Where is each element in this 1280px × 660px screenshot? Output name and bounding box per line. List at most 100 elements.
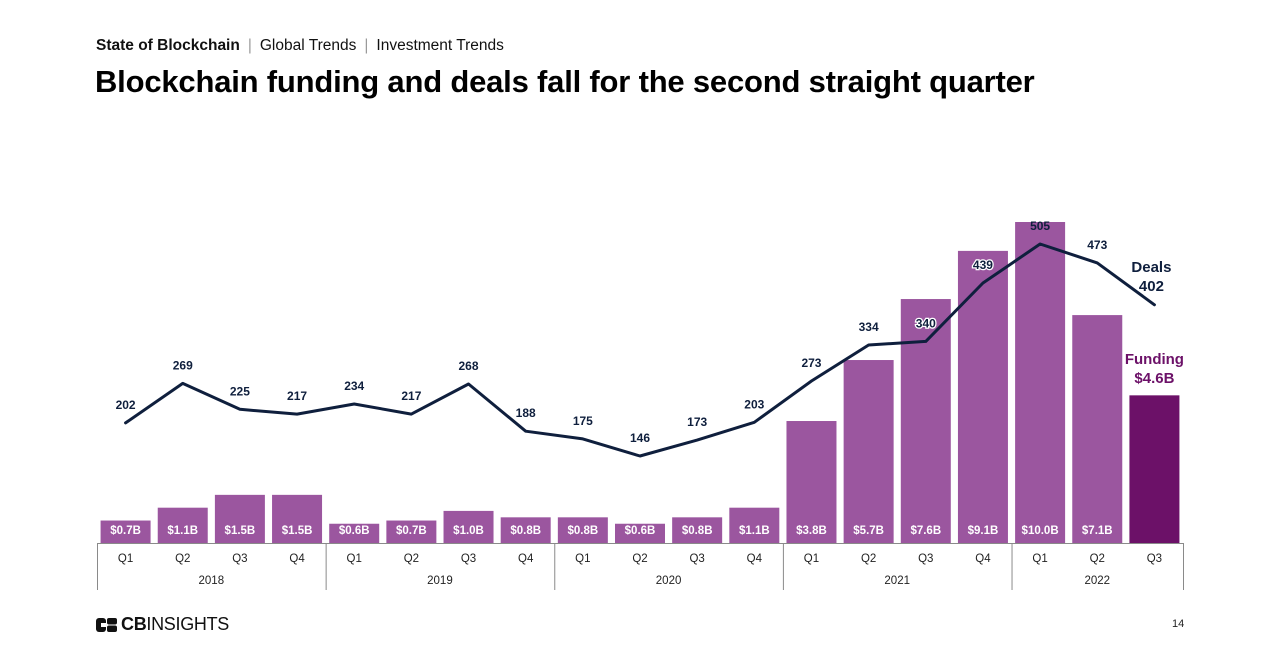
deals-data-label: 273 — [801, 356, 821, 370]
funding-bar — [500, 517, 551, 543]
deals-data-label: 439 — [973, 258, 993, 272]
breadcrumb-item-state-of-blockchain: State of Blockchain — [96, 37, 240, 54]
x-tick-label: Q1 — [347, 553, 362, 565]
x-tick-label: Q2 — [175, 553, 190, 565]
funding-bar-label: $10.0B — [1022, 525, 1059, 537]
deals-data-label: 173 — [687, 415, 707, 429]
funding-bar — [157, 507, 208, 543]
funding-bar-label: $0.7B — [110, 525, 141, 537]
deals-line-path — [124, 242, 1156, 458]
deals-data-label: 334 — [859, 320, 879, 334]
funding-bar-label: $0.8B — [682, 525, 713, 537]
x-tick-label: Q1 — [118, 553, 133, 565]
x-tick-label: Q3 — [232, 553, 247, 565]
x-tick-label: Q1 — [575, 553, 590, 565]
x-tick-label: Q3 — [1147, 553, 1162, 565]
funding-bar-label: $1.0B — [453, 525, 484, 537]
x-tick-label: Q2 — [861, 553, 876, 565]
funding-bars — [100, 222, 1180, 543]
breadcrumb-item-global-trends: Global Trends — [259, 37, 357, 54]
funding-bar — [900, 299, 951, 543]
funding-bar — [443, 510, 494, 543]
funding-series-name: Funding — [1125, 351, 1184, 368]
funding-bar — [272, 494, 323, 543]
funding-bar — [1015, 222, 1066, 543]
deals-line — [124, 242, 1156, 458]
funding-bar — [957, 250, 1008, 543]
x-axis: Q1 Q2 Q3 Q4 Q1 Q2 Q3 Q4 Q1 Q2 Q3 Q4 Q1 Q2 Q3 Q4 Q1 Q2 Q3 20… — [97, 543, 1184, 590]
funding-bar — [386, 520, 437, 543]
x-tick-label: Q3 — [918, 553, 933, 565]
year-label: 2020 — [656, 575, 682, 587]
x-tick-label: Q4 — [518, 553, 534, 565]
funding-bar — [1129, 395, 1180, 543]
x-tick-label: Q3 — [461, 553, 476, 565]
funding-bar — [100, 520, 151, 543]
funding-bar-label: $1.5B — [282, 525, 313, 537]
deals-data-label: 473 — [1087, 238, 1107, 252]
deals-data-label: 146 — [630, 431, 650, 445]
deals-data-label: 269 — [173, 358, 193, 372]
funding-bar-label: $1.5B — [225, 525, 256, 537]
funding-deals-chart: $0.7B $1.1B $1.5B $1.5B $0.6B $0.7B $1.0B $0.8B… — [97, 219, 1184, 590]
logo-text-light: INSIGHTS — [146, 614, 230, 634]
deals-data-label: 175 — [573, 414, 593, 428]
cb-insights-logo-icon — [96, 617, 117, 632]
x-tick-label: Q2 — [632, 553, 647, 565]
funding-bar-label: $0.7B — [396, 525, 427, 537]
deals-latest-value: 402 — [1139, 278, 1164, 295]
deals-data-label: 217 — [401, 389, 421, 403]
funding-bar — [615, 523, 665, 543]
funding-bar — [672, 517, 723, 543]
breadcrumb-item-investment-trends: Investment Trends — [376, 37, 504, 54]
funding-bar-labels: $0.7B $1.1B $1.5B $1.5B $0.6B $0.7B $1.0B $0.8B… — [110, 525, 1112, 537]
logo-text-bold: CB — [121, 614, 147, 634]
deals-data-label: 225 — [230, 384, 250, 398]
deals-data-label: 268 — [459, 359, 479, 373]
funding-bar-label: $0.6B — [339, 525, 370, 537]
x-tick-label: Q2 — [404, 553, 419, 565]
deals-series-name: Deals — [1131, 259, 1171, 276]
deals-data-label: 188 — [516, 406, 536, 420]
x-tick-label: Q1 — [1032, 553, 1047, 565]
funding-bar-label: $7.6B — [910, 525, 941, 537]
series-annotations: Deals 402 Funding $4.6B — [1125, 259, 1184, 387]
funding-bar — [1072, 315, 1123, 543]
x-tick-label: Q2 — [1090, 553, 1105, 565]
funding-bar-label: $5.7B — [853, 525, 884, 537]
funding-bar — [786, 421, 837, 543]
funding-bar — [729, 507, 780, 543]
page-number: 14 — [1172, 618, 1185, 630]
page-title: Blockchain funding and deals fall for th… — [95, 64, 1035, 99]
year-label: 2021 — [884, 575, 910, 587]
funding-bar — [329, 523, 380, 543]
deals-data-label: 217 — [287, 389, 307, 403]
year-label: 2019 — [427, 575, 453, 587]
x-tick-label: Q4 — [975, 553, 991, 565]
deals-data-label: 234 — [344, 379, 364, 393]
breadcrumb-separator: | — [364, 37, 369, 54]
x-tick-label: Q4 — [747, 553, 763, 565]
funding-bar-label: $3.8B — [796, 525, 827, 537]
funding-bar-label: $1.1B — [739, 525, 770, 537]
breadcrumb: State of Blockchain | Global Trends | Invest… — [96, 37, 504, 55]
deals-labels: 202 269 225 217 234 217 268 188 175 146 173 203 273 3… — [116, 219, 1108, 445]
funding-bar-label: $9.1B — [968, 525, 999, 537]
funding-bar-label: $0.8B — [510, 525, 541, 537]
funding-bar-label: $0.6B — [625, 525, 656, 537]
funding-bar — [214, 494, 265, 543]
year-label: 2018 — [199, 575, 225, 587]
cb-insights-logo: CBINSIGHTS — [96, 614, 229, 635]
deals-data-label: 340 — [916, 316, 936, 330]
logo-text: CBINSIGHTS — [121, 614, 229, 635]
funding-bar-label: $0.8B — [567, 525, 598, 537]
breadcrumb-separator: | — [247, 37, 252, 54]
funding-bar-label: $1.1B — [167, 525, 198, 537]
deals-data-label: 203 — [744, 397, 764, 411]
funding-bar-label: $7.1B — [1082, 525, 1113, 537]
funding-bar — [557, 517, 608, 543]
x-tick-label: Q3 — [689, 553, 704, 565]
x-tick-label: Q1 — [804, 553, 819, 565]
deals-data-label: 505 — [1030, 219, 1050, 233]
x-tick-label: Q4 — [289, 553, 305, 565]
